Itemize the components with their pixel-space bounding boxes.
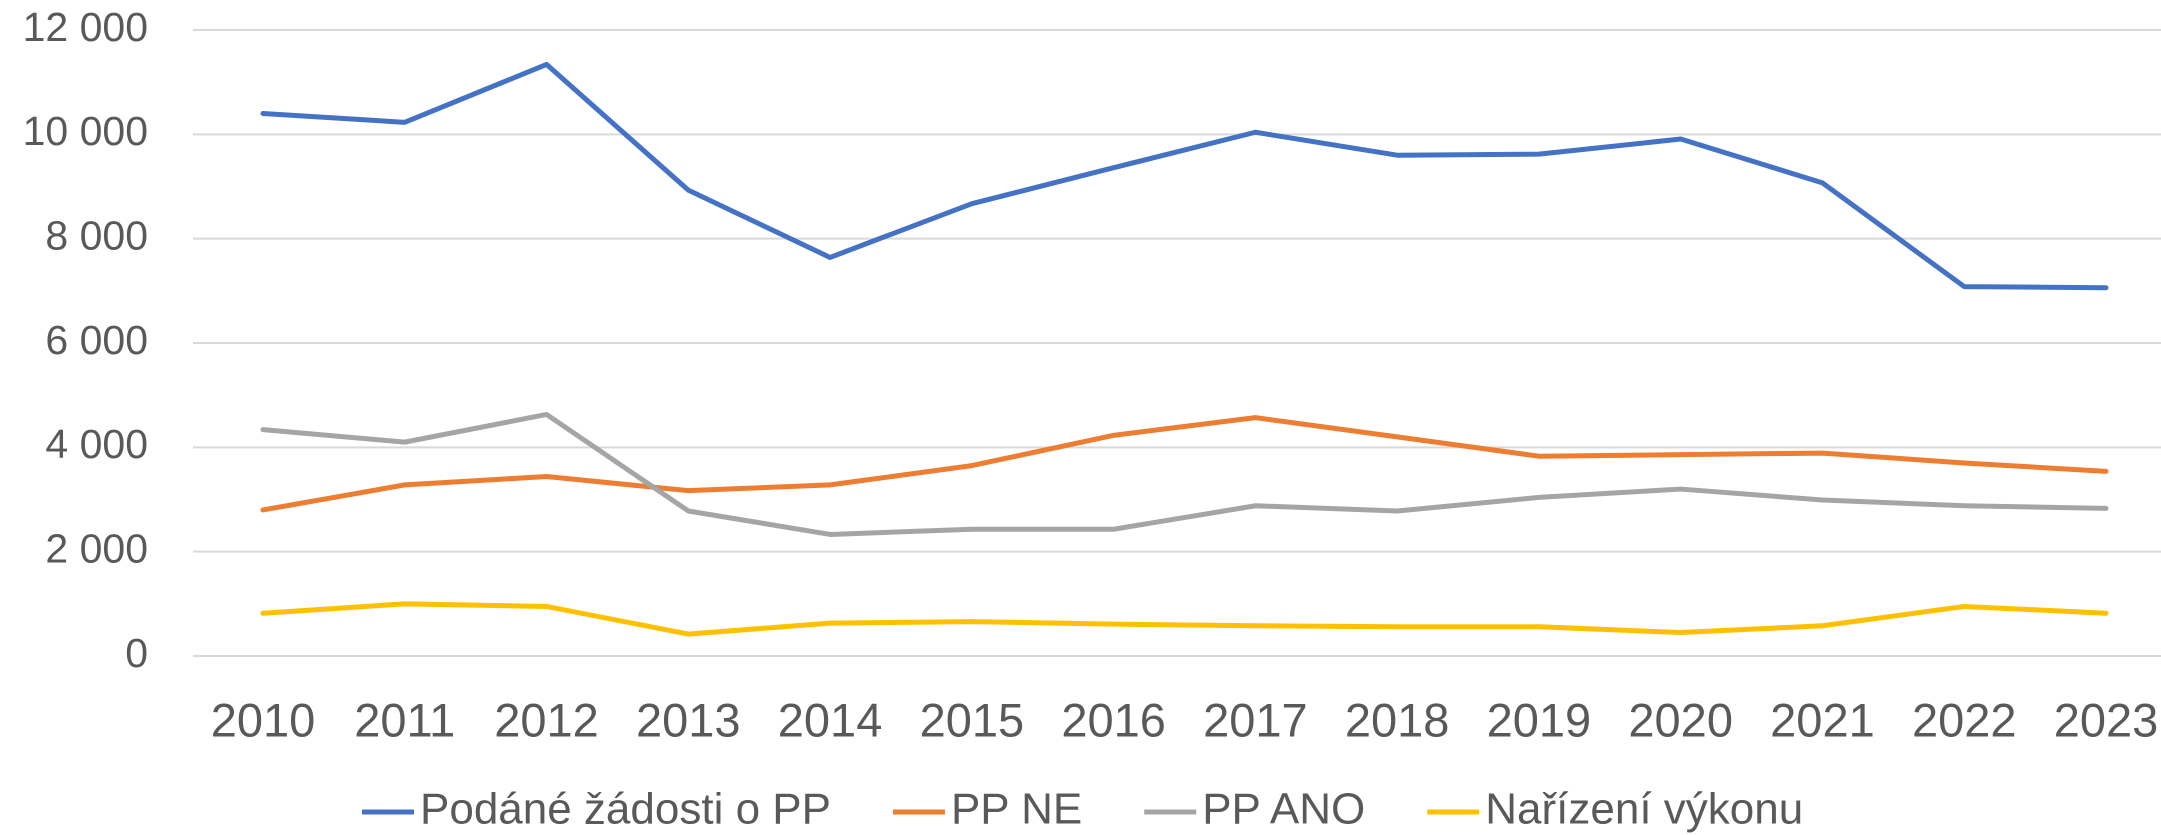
y-tick-label: 6 000: [45, 317, 148, 363]
x-tick-label: 2023: [2054, 693, 2159, 746]
series-line: [260, 601, 2109, 637]
y-tick-label: 4 000: [45, 421, 148, 467]
x-tick-label: 2019: [1487, 693, 1592, 746]
legend-label: Nařízení výkonu: [1485, 785, 1803, 834]
x-tick-label: 2017: [1203, 693, 1308, 746]
y-tick-label: 8 000: [45, 212, 148, 258]
x-tick-label: 2022: [1912, 693, 2017, 746]
legend-label: Podáné žádosti o PP: [420, 785, 831, 834]
x-tick-label: 2016: [1061, 693, 1166, 746]
x-tick-label: 2013: [636, 693, 741, 746]
legend-label: PP ANO: [1202, 785, 1365, 834]
x-tick-label: 2015: [920, 693, 1025, 746]
x-tick-label: 2012: [494, 693, 599, 746]
y-tick-label: 10 000: [23, 108, 148, 154]
series-line: [260, 415, 2109, 513]
series-line: [260, 61, 2109, 291]
x-tick-label: 2011: [354, 693, 455, 746]
y-tick-label: 2 000: [45, 525, 148, 571]
x-tick-label: 2020: [1628, 693, 1733, 746]
y-tick-label: 12 000: [23, 4, 148, 50]
legend-label: PP NE: [951, 785, 1082, 834]
x-tick-label: 2021: [1770, 693, 1875, 746]
x-tick-label: 2014: [778, 693, 883, 746]
x-tick-label: 2018: [1345, 693, 1450, 746]
series-line: [260, 411, 2109, 537]
y-tick-label: 0: [125, 630, 148, 676]
x-tick-label: 2010: [211, 693, 316, 746]
